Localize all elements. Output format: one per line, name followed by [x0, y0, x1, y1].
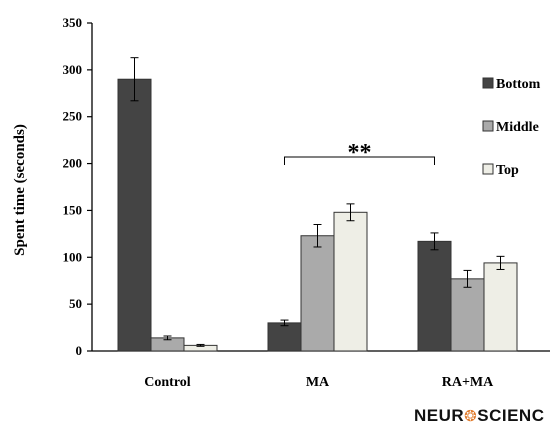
- legend-label: Middle: [496, 120, 539, 135]
- bar-middle-ma: [300, 235, 335, 352]
- logo-text-right: SCIENC: [477, 406, 545, 425]
- legend-swatch: [482, 77, 494, 89]
- bar-top-ma: [333, 211, 368, 352]
- legend-swatch: [482, 163, 494, 175]
- significance-label: **: [348, 140, 372, 166]
- y-tick-label: 350: [63, 15, 83, 30]
- significance-bracket: [284, 156, 435, 165]
- bar-top-rama: [483, 262, 518, 352]
- neuroscience-logo: NEUR❂SCIENC: [414, 406, 544, 426]
- legend-swatch: [482, 120, 494, 132]
- y-tick-label: 0: [76, 343, 83, 358]
- legend-label: Bottom: [496, 77, 541, 92]
- legend-label: Top: [496, 163, 519, 178]
- bar-middle-rama: [450, 278, 485, 352]
- y-tick-label: 100: [63, 249, 83, 264]
- y-tick-label: 300: [63, 62, 83, 77]
- axes: 0 50 100 150 200 250 300 350 Control MA RA+MA: [63, 15, 550, 390]
- legend: Bottom Middle Top: [482, 77, 541, 178]
- y-tick-label: 50: [69, 296, 82, 311]
- significance-annotation: **: [284, 140, 435, 166]
- y-axis-label: Spent time (seconds): [12, 124, 28, 256]
- x-category-label: MA: [306, 375, 330, 390]
- bar-bottom-rama: [417, 240, 452, 352]
- y-tick-label: 250: [63, 109, 83, 124]
- y-tick-label: 150: [63, 202, 83, 217]
- bar-bottom-control: [117, 78, 152, 352]
- x-category-label: Control: [144, 375, 191, 390]
- y-tick-label: 200: [63, 156, 83, 171]
- bar-bottom-ma: [267, 322, 302, 352]
- x-category-label: RA+MA: [442, 375, 494, 390]
- gear-icon: ❂: [464, 408, 478, 425]
- error-bars: [130, 57, 505, 347]
- logo-text-left: NEUR: [414, 406, 465, 425]
- bars: [117, 78, 518, 352]
